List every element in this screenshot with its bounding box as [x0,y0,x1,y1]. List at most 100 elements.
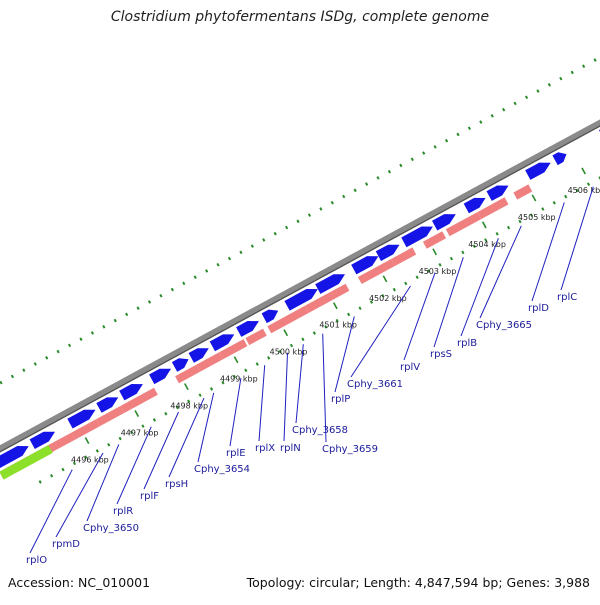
forward-gene [29,431,55,449]
gc-dot [118,436,122,441]
kbp-tick-label: 4501 kbp [319,321,357,330]
gc-dot [524,95,529,100]
gene-label: rplN [280,443,301,454]
forward-gene [463,197,486,214]
reverse-gene [71,419,100,440]
gene-label: rplV [400,362,420,373]
gc-dot [376,176,380,180]
gc-dot [392,287,396,292]
kbp-tick [432,248,438,256]
gc-dot [289,343,294,348]
gc-dot [147,300,152,304]
forward-gene [261,309,279,324]
gene-label: rpsH [165,479,188,490]
gc-dot [472,244,476,249]
kbp-tick-label: 4498 kbp [170,402,208,411]
gc-dot [415,275,419,280]
gc-dot [129,430,134,435]
gene-label: Cphy_3650 [83,523,139,534]
page-title: Clostridium phytofermentans ISDg, comple… [110,9,490,25]
gc-dot [152,418,157,422]
topology-label: Topology: circular; Length: 4,847,594 bp… [246,575,590,590]
gc-dot [449,256,454,261]
reverse-gene [245,328,267,346]
gene-label-leader [29,469,73,554]
gc-dot [479,120,483,124]
gc-dot [262,238,266,242]
gene-label-leader [55,452,104,538]
gc-dot [319,207,323,211]
gc-dot [502,107,506,112]
gene-label-leader [86,444,120,522]
reverse-gene [175,364,200,384]
highlight-bar [0,445,53,480]
gc-dot [490,114,494,118]
gene-label: Cphy_3661 [347,379,403,390]
gc-dot [205,269,209,273]
gc-dot [38,480,42,484]
gc-dot [461,250,465,255]
kbp-tick [134,410,140,418]
reverse-gene [305,283,350,313]
gene-label: Cphy_3659 [322,444,378,455]
forward-gene [375,244,400,261]
kbp-tick-label: 4505 kbp [518,213,556,222]
gc-dot [278,349,282,354]
kbp-tick [84,437,90,445]
gc-dot [347,312,351,317]
gc-dot [296,219,300,224]
gc-dot [301,337,305,342]
gene-label: rpmD [52,539,80,550]
kbp-tick-label: 4506 kbp [568,186,600,195]
gene-label: rplF [140,491,159,502]
gc-dot [187,399,191,404]
gc-dot [49,473,54,478]
gc-dot [175,405,179,410]
kbp-tick-label: 4500 kbp [270,348,308,357]
forward-gene [209,334,235,352]
gc-dot [444,138,449,143]
reverse-gene [422,231,447,249]
forward-gene [432,214,456,231]
gc-dot [541,207,545,211]
kbp-tick [233,356,239,364]
gc-dot [285,225,289,230]
gene-label: rplD [528,303,549,314]
reverse-gene [120,387,158,413]
kbp-tick-label: 4504 kbp [468,240,506,249]
gene-label-leader [322,333,327,443]
gc-dot [559,76,563,81]
gc-dot [586,182,591,186]
gene-label: rpsS [430,349,452,360]
forward-gene [188,348,209,363]
gc-dot [255,362,259,366]
forward-gene [119,384,143,401]
kbp-tick-label: 4496 kbp [71,456,109,465]
forward-gene [315,274,345,294]
gc-dot [387,169,392,174]
gc-dot [159,293,163,298]
gc-track-outer [0,58,597,385]
gene-label-leader [531,202,565,302]
gc-dot [244,368,248,373]
gc-dot [529,213,534,218]
gene-label-leader [283,352,288,442]
gc-dot [250,244,254,248]
gc-dot [125,312,129,317]
gene-label: rplP [331,394,350,405]
gc-dot [307,213,312,217]
gc-dot [136,306,140,310]
gc-dot [107,442,111,447]
gc-dot [353,188,357,193]
gene-label: rplB [457,338,477,349]
gc-dot [209,387,214,391]
gene-label-leader [168,397,205,478]
gene-label-leader [433,257,464,348]
gene-label-leader [258,365,266,442]
gc-dot [369,300,374,304]
gc-dot [312,331,316,335]
gc-dot [227,256,232,261]
gc-dot [90,331,94,335]
